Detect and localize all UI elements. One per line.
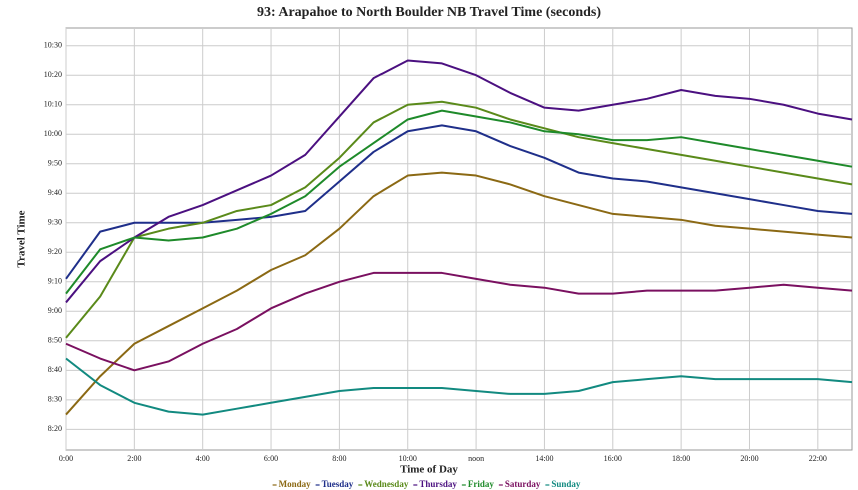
legend-label: Thursday <box>419 479 457 489</box>
legend-label: Friday <box>468 479 494 489</box>
legend-label: Sunday <box>551 479 581 489</box>
legend-label: Saturday <box>505 479 541 489</box>
x-tick-label: 0:00 <box>59 454 73 463</box>
legend-label: Wednesday <box>364 479 409 489</box>
series-line <box>65 357 853 416</box>
series-line <box>65 171 853 416</box>
x-tick-label: 4:00 <box>196 454 210 463</box>
x-tick-label: 20:00 <box>740 454 758 463</box>
series-line <box>65 109 853 295</box>
x-tick-label: 6:00 <box>264 454 278 463</box>
legend-label: Tuesday <box>322 479 354 489</box>
x-tick-label: noon <box>468 454 484 463</box>
chart-title: 93: Arapahoe to North Boulder NB Travel … <box>257 5 601 20</box>
x-tick-label: 8:00 <box>332 454 346 463</box>
series-line <box>65 59 853 304</box>
y-tick-label: 9:20 <box>48 247 62 256</box>
y-tick-label: 9:40 <box>48 188 62 197</box>
legend-label: Monday <box>279 479 312 489</box>
y-tick-label: 8:20 <box>48 424 62 433</box>
y-tick-label: 8:40 <box>48 365 62 374</box>
y-tick-label: 9:10 <box>48 277 62 286</box>
x-tick-label: 10:00 <box>399 454 417 463</box>
y-tick-label: 8:50 <box>48 336 62 345</box>
y-tick-label: 10:20 <box>44 70 62 79</box>
x-tick-label: 2:00 <box>127 454 141 463</box>
y-tick-label: 10:00 <box>44 129 62 138</box>
y-tick-label: 10:10 <box>44 100 62 109</box>
y-tick-label: 9:00 <box>48 306 62 315</box>
x-tick-label: 16:00 <box>604 454 622 463</box>
y-tick-label: 9:30 <box>48 218 62 227</box>
legend: Monday Tuesday Wednesday Thursday Friday Satu… <box>272 479 581 489</box>
y-tick-label: 9:50 <box>48 159 62 168</box>
series-line <box>65 271 853 372</box>
x-tick-label: 18:00 <box>672 454 690 463</box>
y-tick-label: 8:30 <box>48 395 62 404</box>
x-tick-label: 22:00 <box>809 454 827 463</box>
y-axis-label: Travel Time <box>16 210 28 267</box>
x-tick-label: 14:00 <box>535 454 553 463</box>
series-line <box>65 100 853 339</box>
x-axis-label: Time of Day <box>400 464 458 476</box>
y-tick-label: 10:30 <box>44 41 62 50</box>
